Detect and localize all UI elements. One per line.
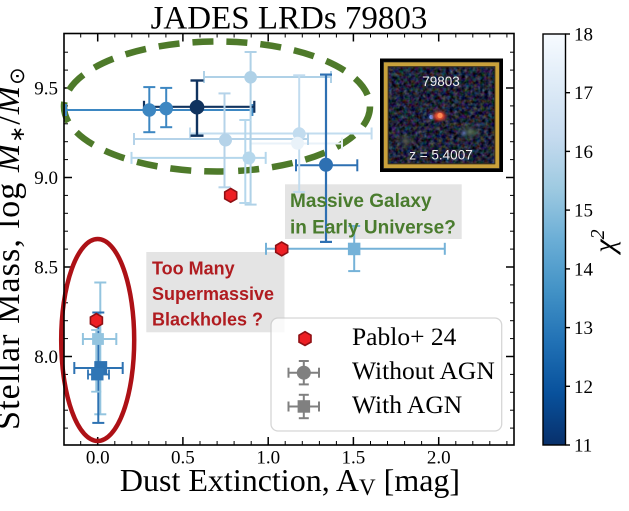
svg-text:8.5: 8.5: [34, 258, 58, 279]
svg-text:8.0: 8.0: [34, 347, 58, 368]
svg-text:Pablo+ 24: Pablo+ 24: [352, 322, 457, 351]
svg-text:Too Many: Too Many: [152, 259, 235, 279]
svg-text:1.5: 1.5: [342, 448, 366, 469]
svg-text:With AGN: With AGN: [352, 390, 462, 419]
svg-text:15: 15: [574, 201, 593, 222]
svg-text:9.0: 9.0: [34, 168, 58, 189]
svg-text:79803: 79803: [422, 74, 460, 89]
svg-text:Massive Galaxy: Massive Galaxy: [290, 191, 432, 212]
svg-text:12: 12: [574, 377, 593, 398]
svg-text:13: 13: [574, 318, 593, 339]
svg-text:Stellar Mass, log M∗/M⊙: Stellar Mass, log M∗/M⊙: [0, 66, 29, 430]
svg-text:Blackholes ?: Blackholes ?: [152, 309, 263, 329]
svg-text:1.0: 1.0: [256, 448, 280, 469]
svg-text:z = 5.4007: z = 5.4007: [409, 148, 472, 163]
svg-text:0.0: 0.0: [86, 448, 110, 469]
svg-text:in Early Universe?: in Early Universe?: [290, 218, 456, 239]
svg-text:17: 17: [574, 83, 593, 104]
svg-text:9.5: 9.5: [34, 79, 58, 100]
svg-text:Without AGN: Without AGN: [352, 356, 495, 385]
svg-text:11: 11: [574, 436, 592, 457]
svg-text:14: 14: [574, 259, 594, 280]
svg-text:0.5: 0.5: [171, 448, 195, 469]
svg-text:16: 16: [574, 142, 593, 163]
svg-text:Supermassive: Supermassive: [152, 284, 274, 304]
svg-text:JADES LRDs 79803: JADES LRDs 79803: [151, 1, 428, 37]
svg-text:Dust Extinction, AV [mag]: Dust Extinction, AV [mag]: [120, 462, 460, 500]
svg-text:2.0: 2.0: [427, 448, 451, 469]
svg-text:18: 18: [574, 25, 593, 46]
